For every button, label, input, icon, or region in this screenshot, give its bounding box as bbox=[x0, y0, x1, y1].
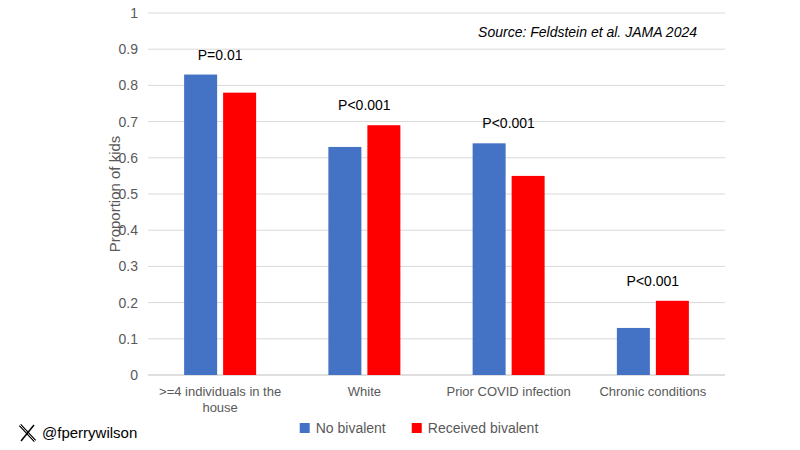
y-tick-label: 0.3 bbox=[119, 258, 139, 274]
bar bbox=[656, 301, 689, 375]
x-logo bbox=[20, 425, 35, 441]
source: Source: Feldstein et al. JAMA 2024 bbox=[478, 24, 697, 40]
y-tick-label: 0 bbox=[130, 367, 138, 383]
y-tick-label: 0.2 bbox=[119, 295, 139, 311]
bar bbox=[223, 93, 256, 375]
chart: 00.10.20.30.40.50.60.70.80.91Proportion … bbox=[0, 0, 800, 450]
y-tick-label: 1 bbox=[130, 5, 138, 21]
bar bbox=[328, 147, 361, 375]
legend-label: No bivalent bbox=[316, 420, 386, 436]
x-tick-label: >=4 individuals in thehouse bbox=[159, 384, 281, 415]
annotation: P<0.001 bbox=[338, 97, 391, 113]
x-tick-label-line: Prior COVID infection bbox=[446, 384, 570, 399]
bar bbox=[367, 125, 400, 375]
grid-line bbox=[148, 13, 725, 14]
x-tick-label-line: Chronic conditions bbox=[599, 384, 706, 399]
credit: @fperrywilson bbox=[42, 424, 137, 441]
x-tick-label-line: house bbox=[202, 400, 237, 415]
bar bbox=[617, 328, 650, 375]
legend-swatch bbox=[300, 423, 310, 433]
x-logo-stroke bbox=[21, 425, 34, 441]
grid-line bbox=[148, 85, 725, 86]
annotation: P=0.01 bbox=[198, 47, 243, 63]
legend: No bivalent Received bivalent bbox=[300, 420, 539, 436]
y-axis-label: Proportion of kids bbox=[106, 136, 123, 253]
y-tick-label: 0.9 bbox=[119, 41, 139, 57]
annotation: P<0.001 bbox=[627, 273, 680, 289]
y-tick-label: 0.8 bbox=[119, 77, 139, 93]
annotation: P<0.001 bbox=[482, 115, 535, 131]
x-tick-label: Chronic conditions bbox=[599, 384, 706, 399]
legend-swatch bbox=[412, 423, 422, 433]
bar bbox=[512, 176, 545, 375]
bar bbox=[184, 75, 217, 375]
bars bbox=[184, 75, 689, 375]
grid bbox=[148, 13, 725, 375]
bar bbox=[473, 143, 506, 375]
x-tick-label: White bbox=[348, 384, 381, 399]
x-tick-label: Prior COVID infection bbox=[446, 384, 570, 399]
x-logo-inner bbox=[20, 425, 35, 441]
y-tick-label: 0.7 bbox=[119, 114, 139, 130]
x-tick-label-line: White bbox=[348, 384, 381, 399]
y-tick-label: 0.1 bbox=[119, 331, 139, 347]
x-tick-label-line: >=4 individuals in the bbox=[159, 384, 281, 399]
legend-label: Received bivalent bbox=[428, 420, 539, 436]
x-logo-stroke bbox=[20, 425, 35, 441]
